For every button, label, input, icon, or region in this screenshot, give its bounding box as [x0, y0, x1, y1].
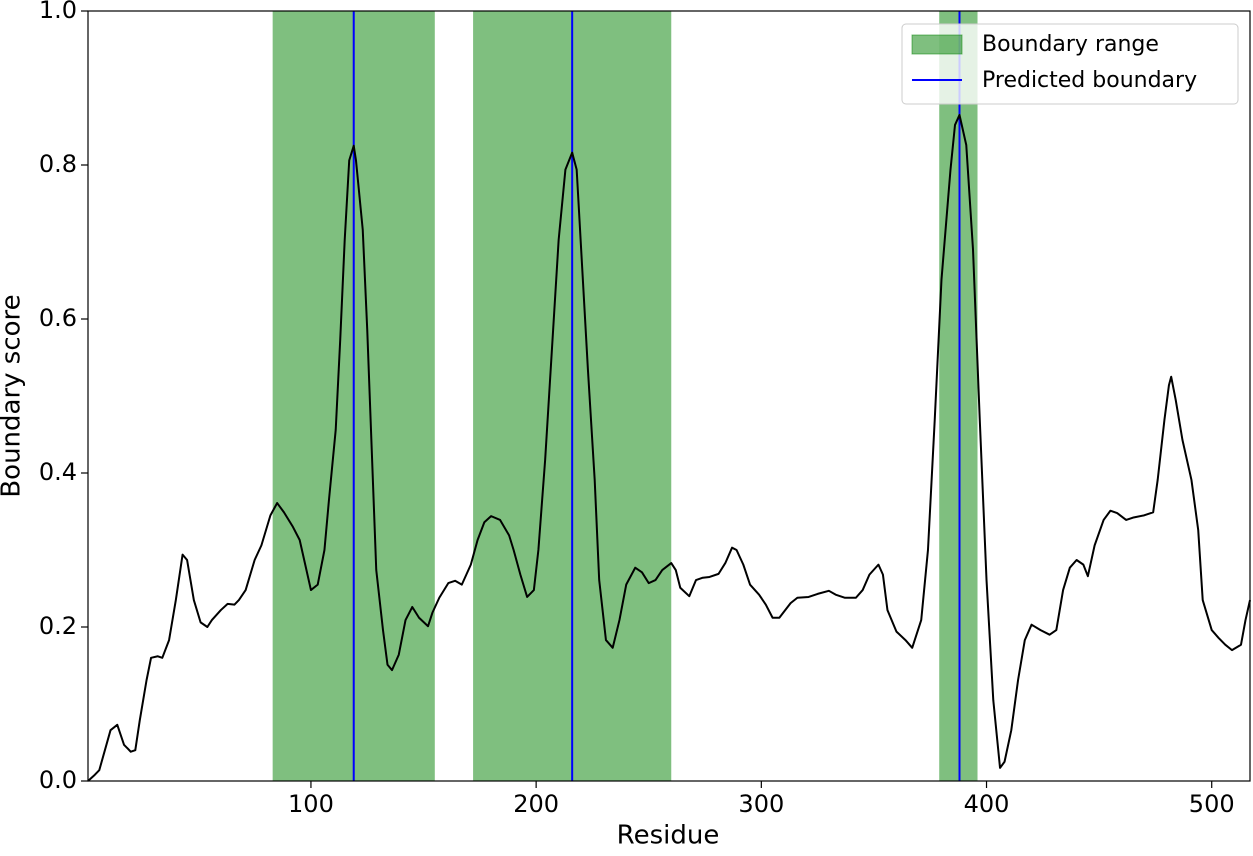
x-tick-label: 200	[513, 790, 559, 818]
boundary-range	[939, 11, 978, 781]
y-tick-label: 1.0	[39, 0, 77, 24]
y-tick-label: 0.8	[39, 150, 77, 178]
x-tick-label: 100	[288, 790, 334, 818]
x-axis-label: Residue	[617, 821, 720, 851]
x-tick-label: 300	[738, 790, 784, 818]
score-line	[87, 113, 1251, 782]
legend: Boundary range Predicted boundary	[901, 23, 1239, 105]
legend-box	[901, 23, 1239, 105]
y-tick-label: 0.6	[39, 304, 77, 332]
x-tick-label: 400	[964, 790, 1010, 818]
legend-label: Predicted boundary	[982, 68, 1197, 93]
y-axis-label: Boundary score	[0, 294, 27, 497]
plot-frame	[87, 10, 1251, 782]
y-tick-label: 0.0	[39, 766, 77, 794]
legend-label: Boundary range	[982, 32, 1159, 57]
y-tick-label: 0.4	[39, 458, 77, 486]
legend-swatch	[911, 34, 963, 55]
y-tick-label: 0.2	[39, 612, 77, 640]
x-tick-label: 500	[1189, 790, 1235, 818]
